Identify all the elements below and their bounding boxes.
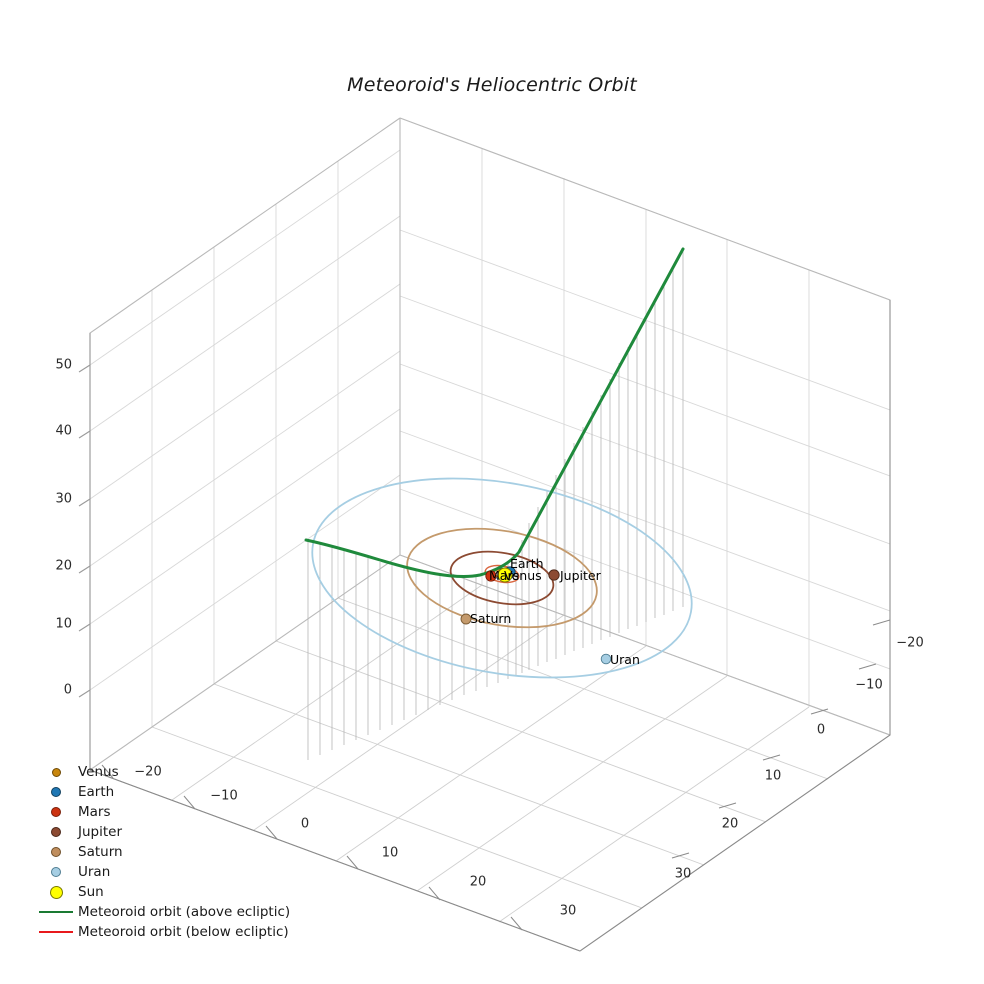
label-saturn: Saturn [470,611,512,626]
legend-item-above-ecliptic[interactable]: Meteoroid orbit (above ecliptic) [34,902,334,922]
legend-label: Earth [78,784,115,800]
legend: Venus Earth Mars Jupiter Saturn [34,762,334,942]
legend-line-above-ecliptic-icon [34,911,78,913]
trajectory-droplines [307,249,684,760]
label-venus: Venus [504,568,542,583]
y-tick: 0 [816,722,826,738]
x-tick: 10 [381,845,399,861]
marker-saturn [460,613,472,625]
x-tick: 0 [300,816,310,832]
legend-item-uran[interactable]: Uran [34,862,334,882]
legend-marker-mars-icon [34,807,78,817]
orbit-saturn [406,527,598,629]
legend-label: Sun [78,884,104,900]
orbit-jupiter [449,550,555,606]
y-tick: −10 [855,677,883,693]
z-tick: 10 [55,616,72,632]
marker-sun [497,567,513,583]
marker-mars [485,570,497,582]
legend-marker-sun-icon [34,885,78,899]
page-title: Meteoroid's Heliocentric Orbit [347,74,637,96]
legend-marker-jupiter-icon [34,827,78,837]
x-axis-spine [89,764,581,952]
y-tick: −20 [896,635,924,651]
label-mars: Mars [489,568,520,583]
legend-item-below-ecliptic[interactable]: Meteoroid orbit (below ecliptic) [34,922,334,942]
body-markers [460,566,612,665]
legend-label: Meteoroid orbit (below ecliptic) [78,924,289,940]
z-tick: 0 [63,682,72,698]
legend-label: Mars [78,804,111,820]
legend-marker-saturn-icon [34,847,78,857]
x-tick: 30 [559,903,577,919]
grid-left-wall [89,149,401,727]
y-tick: 20 [721,816,739,832]
y-tick: 30 [674,866,692,882]
legend-item-saturn[interactable]: Saturn [34,842,334,862]
legend-item-earth[interactable]: Earth [34,782,334,802]
legend-marker-venus-icon [34,767,78,777]
legend-item-mars[interactable]: Mars [34,802,334,822]
meteoroid-trajectory-above [304,247,685,578]
legend-label: Saturn [78,844,123,860]
x-tick: −10 [210,788,238,804]
legend-item-jupiter[interactable]: Jupiter [34,822,334,842]
x-tick: −20 [134,764,162,780]
label-earth: Earth [510,556,544,571]
x-tick: 20 [469,874,487,890]
marker-uran [600,653,612,665]
z-axis-spine [78,333,91,770]
legend-marker-earth-icon [34,787,78,797]
legend-label: Venus [78,764,119,780]
z-tick: 30 [55,491,72,507]
z-tick: 20 [55,558,72,574]
legend-label: Meteoroid orbit (above ecliptic) [78,904,291,920]
orbit-uran [311,477,693,679]
y-tick: 10 [764,768,782,784]
label-uran: Uran [610,652,640,667]
legend-label: Uran [78,864,111,880]
z-tick: 50 [55,357,72,373]
marker-jupiter [548,569,560,581]
legend-item-sun[interactable]: Sun [34,882,334,902]
z-tick: 40 [55,423,72,439]
y-axis-spine [579,300,891,952]
legend-marker-uran-icon [34,867,78,877]
legend-line-below-ecliptic-icon [34,931,78,933]
label-jupiter: Jupiter [560,568,601,583]
legend-label: Jupiter [78,824,123,840]
legend-item-venus[interactable]: Venus [34,762,334,782]
